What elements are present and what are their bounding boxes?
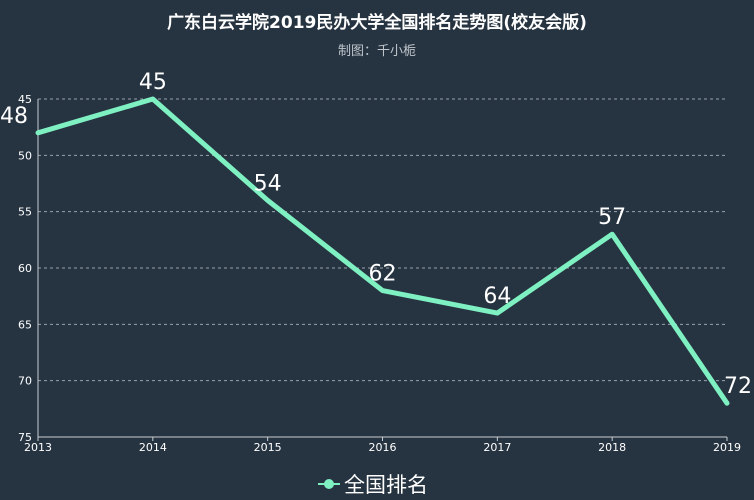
legend[interactable]: 全国排名 <box>318 473 428 497</box>
legend-label: 全国排名 <box>344 473 428 497</box>
x-tick-label: 2018 <box>598 441 626 454</box>
x-axis: 2013 2014 2015 2016 2017 2018 2019 <box>24 99 741 454</box>
legend-symbol-marker <box>324 479 334 489</box>
x-tick-label: 2014 <box>139 441 167 454</box>
x-tick-label: 2015 <box>254 441 282 454</box>
y-tick-label: 45 <box>18 93 32 106</box>
data-label: 48 <box>0 104 28 129</box>
chart-subtitle: 制图：千小栀 <box>338 44 416 59</box>
grid-lines <box>38 98 727 382</box>
y-tick-label: 70 <box>18 375 32 388</box>
x-tick-label: 2019 <box>713 441 741 454</box>
y-tick-label: 60 <box>18 262 32 275</box>
data-label: 64 <box>483 284 511 309</box>
data-label: 54 <box>254 171 282 196</box>
y-tick-label: 50 <box>18 149 32 162</box>
series-line-group <box>35 96 730 406</box>
x-tick-label: 2013 <box>24 441 52 454</box>
data-label: 45 <box>139 70 167 95</box>
y-tick-label: 75 <box>18 431 32 444</box>
y-tick-label: 55 <box>18 206 32 219</box>
y-tick-label: 65 <box>18 318 32 331</box>
y-axis: 45 50 55 60 65 70 75 <box>18 93 32 444</box>
data-label: 57 <box>598 205 626 230</box>
x-tick-label: 2016 <box>369 441 397 454</box>
series-line[interactable] <box>35 96 730 406</box>
data-label: 62 <box>369 262 397 287</box>
chart-title: 广东白云学院2019民办大学全国排名走势图(校友会版) <box>167 12 587 33</box>
x-tick-label: 2017 <box>483 441 511 454</box>
data-label: 72 <box>724 374 752 399</box>
